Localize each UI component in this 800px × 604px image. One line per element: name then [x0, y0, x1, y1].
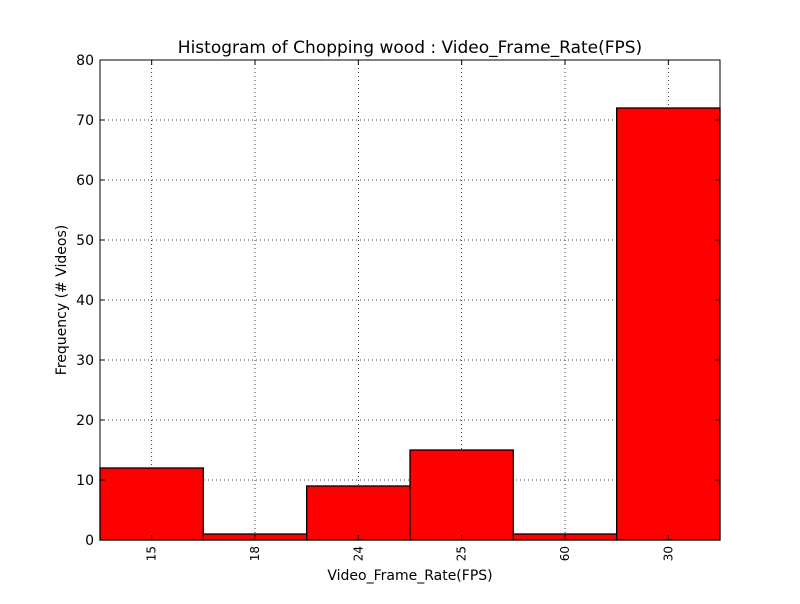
y-tick-label: 60	[76, 173, 94, 189]
bars	[100, 108, 720, 540]
y-tick-label: 80	[76, 53, 94, 69]
x-tick-label: 25	[455, 546, 469, 561]
y-tick-label: 30	[76, 353, 94, 369]
x-tick-label: 18	[248, 546, 262, 561]
y-tick-label: 70	[76, 113, 94, 129]
y-tick-label: 0	[85, 533, 94, 549]
x-tick-labels: 15 18 24 25 60 30	[145, 546, 676, 561]
x-tick-label: 24	[351, 546, 365, 561]
y-tick-label: 40	[76, 293, 94, 309]
y-tick-label: 50	[76, 233, 94, 249]
x-tick-label: 15	[145, 546, 159, 561]
y-tick-label: 20	[76, 413, 94, 429]
y-tick-labels: 0 10 20 30 40 50 60 70 80	[76, 53, 94, 549]
bar	[307, 486, 410, 540]
x-tick-label: 30	[661, 546, 675, 561]
y-axis-label: Frequency (# Videos)	[54, 225, 70, 375]
y-tick-label: 10	[76, 473, 94, 489]
bar	[410, 450, 513, 540]
x-tick-label: 60	[558, 546, 572, 561]
chart-title: Histogram of Chopping wood : Video_Frame…	[178, 38, 642, 58]
bar	[100, 468, 203, 540]
bar	[617, 108, 720, 540]
x-axis-label: Video_Frame_Rate(FPS)	[327, 568, 492, 584]
